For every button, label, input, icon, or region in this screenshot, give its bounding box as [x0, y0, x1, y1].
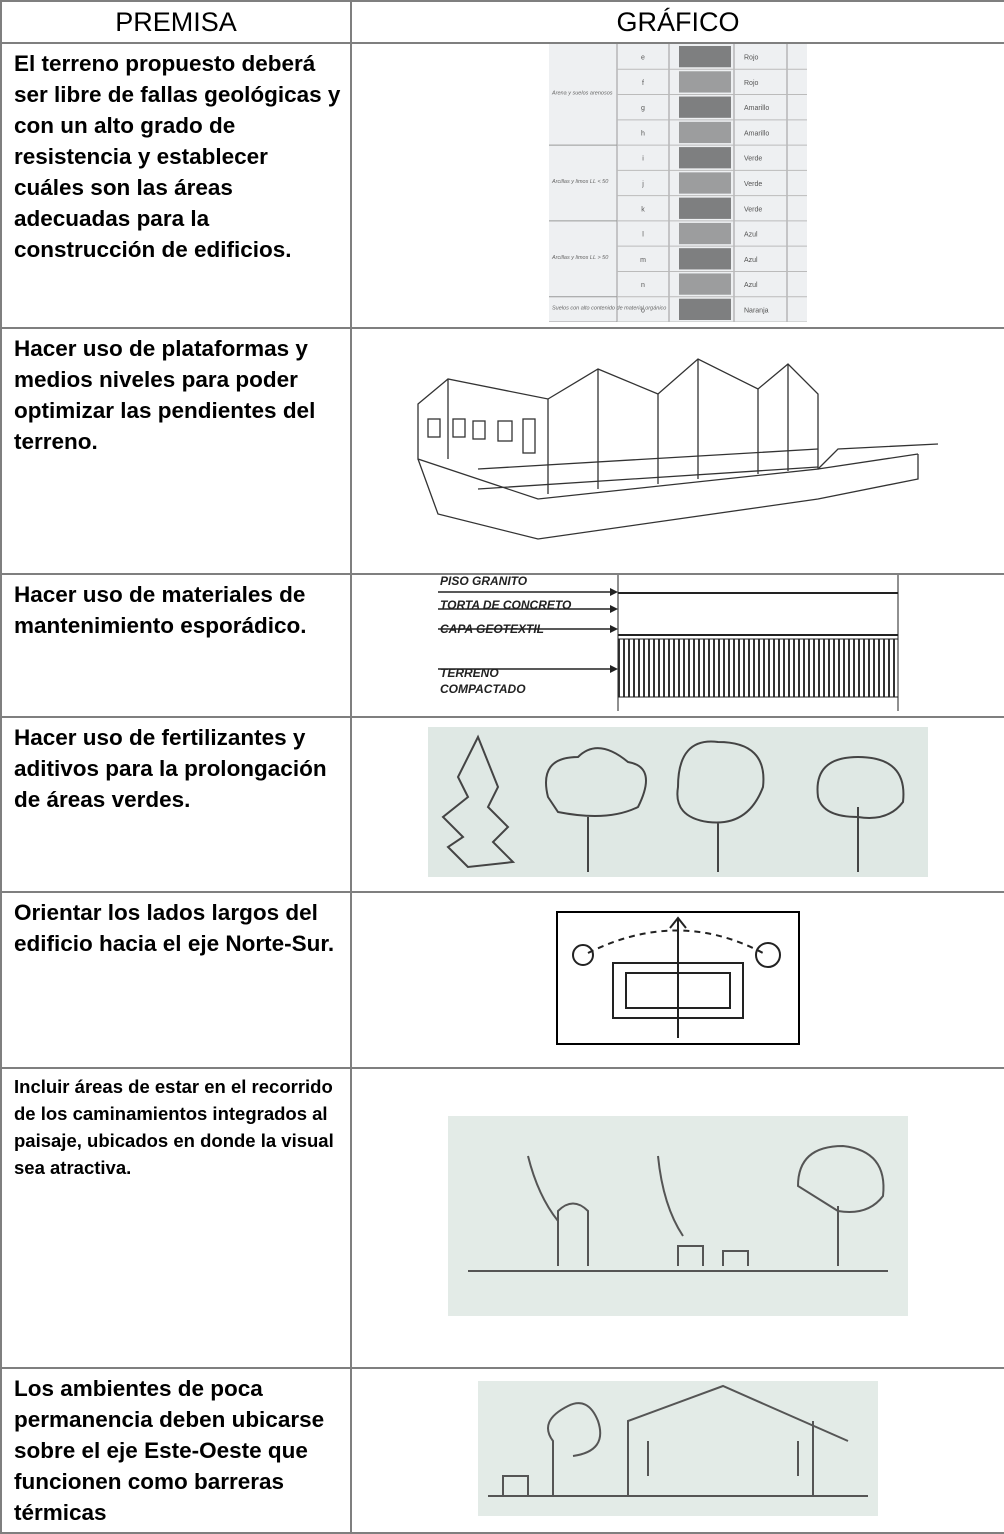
soil-group: Arcillas y limos LL < 50 — [551, 179, 609, 185]
soil-pattern — [679, 46, 731, 68]
soil-pattern — [679, 298, 731, 320]
soil-color: Azul — [744, 257, 758, 264]
header-cell: GRÁFICO — [350, 0, 1004, 44]
table-row: Hacer uso de materiales de mantenimiento… — [0, 573, 1004, 718]
table-row: Hacer uso de fertilizantes y aditivos pa… — [0, 716, 1004, 893]
premise-cell: El terreno propuesto deberá ser libre de… — [0, 42, 352, 329]
soil-color: Rojo — [744, 55, 759, 62]
soil-pattern — [679, 197, 731, 219]
premise-cell: Orientar los lados largos del edificio h… — [0, 891, 352, 1069]
premise-cell: Los ambientes de poca permanencia deben … — [0, 1367, 352, 1534]
premise-cell: Hacer uso de fertilizantes y aditivos pa… — [0, 716, 352, 893]
table-row: Hacer uso de plataformas y medios nivele… — [0, 327, 1004, 575]
graphic-cell — [350, 1067, 1004, 1369]
premise-cell: Incluir áreas de estar en el recorrido d… — [0, 1067, 352, 1369]
arrow-head — [610, 605, 618, 613]
soil-color: Azul — [744, 232, 758, 239]
table-row: El terreno propuesto deberá ser libre de… — [0, 42, 1004, 329]
soil-letter: l — [642, 232, 644, 239]
soil-pattern — [679, 273, 731, 295]
arrow-head — [610, 665, 618, 673]
soil-letter: g — [641, 105, 645, 112]
graphic-cell — [350, 716, 1004, 893]
premise-cell: Hacer uso de plataformas y medios nivele… — [0, 327, 352, 575]
graphic-cell: e Rojo f Rojo g Amarillo h Amarillo i Verde j Verde… — [350, 42, 1004, 329]
table-row: Orientar los lados largos del edificio h… — [0, 891, 1004, 1069]
building-sketch — [417, 357, 939, 540]
soil-pattern — [679, 71, 731, 93]
arrow-head — [610, 588, 618, 596]
graphic-cell: PISO GRANITO TORTA DE CONCRETO CAPA GEOTEX… — [350, 573, 1004, 718]
layer-label: PISO GRANITO — [440, 575, 528, 588]
orientation-sketch — [556, 910, 800, 1045]
soil-pattern — [679, 222, 731, 245]
premise-cell: Hacer uso de materiales de mantenimiento… — [0, 573, 352, 718]
layer-label: TORTA DE CONCRETO — [440, 598, 572, 612]
soil-pattern — [679, 147, 731, 169]
rest-area-sketch — [448, 1115, 908, 1316]
header-row: PREMISA GRÁFICO — [0, 0, 1004, 44]
soil-chart: e Rojo f Rojo g Amarillo h Amarillo i Verde j Verde… — [549, 44, 807, 323]
table-row: Los ambientes de poca permanencia deben … — [0, 1367, 1004, 1534]
soil-color: Verde — [744, 181, 762, 188]
soil-letter: j — [641, 181, 644, 188]
soil-color: Azul — [744, 282, 758, 289]
soil-letter: i — [642, 156, 644, 163]
soil-color: Naranja — [744, 307, 769, 314]
soil-letter: o — [641, 307, 645, 314]
soil-group: Arcillas y limos LL > 50 — [551, 255, 609, 261]
header-cell: PREMISA — [0, 0, 352, 44]
section-sketch — [478, 1380, 878, 1516]
soil-pattern — [679, 248, 731, 270]
soil-letter: m — [640, 257, 646, 264]
layer-label: TERRENO — [440, 666, 499, 680]
soil-group: Arena y suelos arenosos — [551, 91, 613, 97]
trees-sketch — [428, 727, 928, 877]
graphic-cell — [350, 891, 1004, 1069]
soil-group: Suelos con alto contenido de material or… — [552, 305, 666, 311]
soil-letter: h — [641, 130, 645, 137]
soil-color: Amarillo — [744, 105, 769, 112]
soil-letter: k — [641, 206, 645, 213]
soil-color: Verde — [744, 206, 762, 213]
graphic-cell — [350, 327, 1004, 575]
soil-color: Rojo — [744, 80, 759, 87]
soil-color: Verde — [744, 156, 762, 163]
soil-pattern — [679, 96, 731, 118]
soil-color: Amarillo — [744, 130, 769, 137]
graphic-cell — [350, 1367, 1004, 1534]
soil-pattern — [679, 121, 731, 144]
soil-pattern — [679, 172, 731, 194]
soil-letter: n — [641, 282, 645, 289]
soil-letter: f — [642, 80, 644, 87]
arrow-head — [610, 625, 618, 633]
layer-label: COMPACTADO — [440, 682, 526, 696]
compacted-soil — [617, 638, 899, 698]
soil-letter: e — [641, 55, 645, 62]
table-row: Incluir áreas de estar en el recorrido d… — [0, 1067, 1004, 1369]
